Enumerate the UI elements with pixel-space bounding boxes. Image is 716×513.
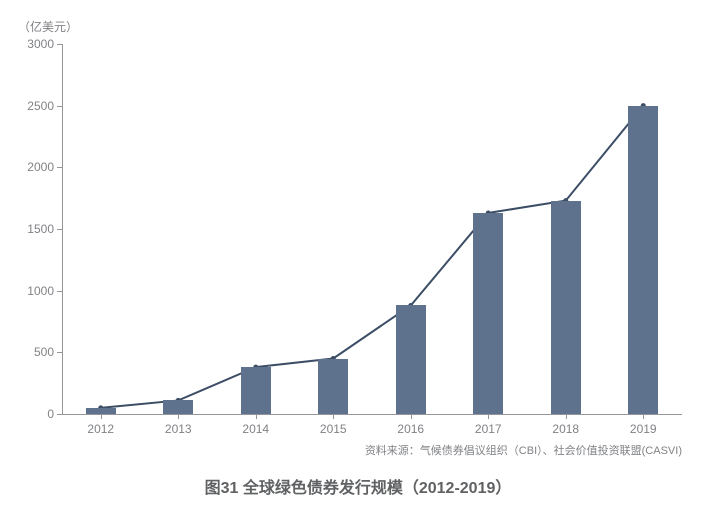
- bar: [318, 359, 348, 415]
- x-tick: [333, 414, 334, 419]
- bar: [163, 400, 193, 414]
- x-tick-label: 2015: [320, 422, 347, 436]
- x-axis: [62, 414, 682, 415]
- x-tick: [178, 414, 179, 419]
- bar: [396, 305, 426, 414]
- x-tick-label: 2013: [165, 422, 192, 436]
- y-tick: [57, 414, 62, 415]
- source-line: 资料来源：气候债券倡议组织（CBI）、社会价值投资联盟(CASVI): [365, 442, 682, 458]
- x-tick: [411, 414, 412, 419]
- y-tick-label: 500: [14, 345, 54, 359]
- bar: [241, 367, 271, 414]
- x-tick-label: 2014: [242, 422, 269, 436]
- x-tick-label: 2018: [552, 422, 579, 436]
- y-axis: [62, 44, 63, 414]
- figure-caption: 图31 全球绿色债券发行规模（2012-2019）: [0, 474, 716, 498]
- x-tick-label: 2017: [475, 422, 502, 436]
- bar: [551, 201, 581, 414]
- y-tick-label: 2000: [14, 160, 54, 174]
- y-tick-label: 1000: [14, 284, 54, 298]
- x-tick: [256, 414, 257, 419]
- x-tick-label: 2019: [630, 422, 657, 436]
- x-tick: [488, 414, 489, 419]
- x-tick: [101, 414, 102, 419]
- source-prefix: 资料来源：: [365, 445, 420, 457]
- source-text: 气候债券倡议组织（CBI）、社会价值投资联盟(CASVI): [420, 445, 682, 457]
- y-tick: [57, 167, 62, 168]
- y-tick: [57, 44, 62, 45]
- chart-stage: （亿美元） 资料来源：气候债券倡议组织（CBI）、社会价值投资联盟(CASVI)…: [0, 0, 716, 513]
- x-tick-label: 2016: [397, 422, 424, 436]
- plot-area: [62, 44, 682, 414]
- y-tick: [57, 291, 62, 292]
- y-tick-label: 1500: [14, 222, 54, 236]
- x-tick: [566, 414, 567, 419]
- x-tick: [643, 414, 644, 419]
- y-tick-label: 0: [14, 407, 54, 421]
- y-tick-label: 3000: [14, 37, 54, 51]
- y-tick: [57, 229, 62, 230]
- x-tick-label: 2012: [87, 422, 114, 436]
- bar: [628, 106, 658, 414]
- y-axis-unit: （亿美元）: [18, 18, 78, 35]
- line-series: [62, 44, 682, 416]
- bar: [473, 213, 503, 414]
- y-tick: [57, 352, 62, 353]
- y-tick: [57, 106, 62, 107]
- y-tick-label: 2500: [14, 99, 54, 113]
